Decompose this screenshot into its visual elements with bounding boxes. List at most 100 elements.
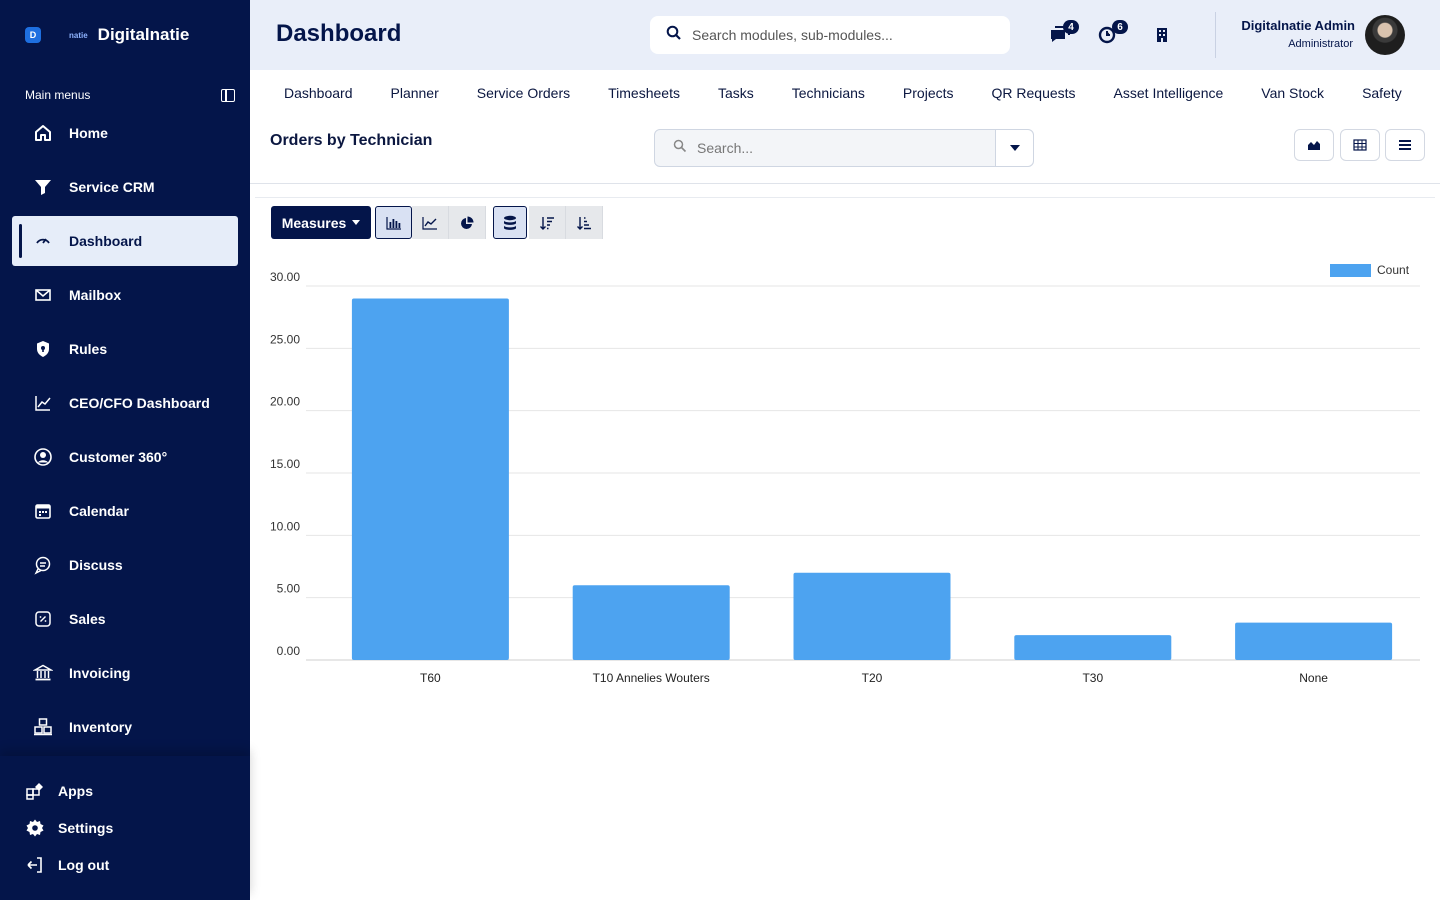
company-button[interactable]	[1155, 22, 1171, 46]
brand[interactable]: D natie Digitalnatie	[25, 22, 189, 48]
discuss-icon	[32, 554, 54, 576]
top-header: Dashboard 4 6 Digitalnatie Admin Adminis…	[250, 0, 1440, 70]
envelope-icon	[32, 284, 54, 306]
sidebar-item-calendar[interactable]: Calendar	[12, 486, 238, 536]
brand-small-text: natie	[69, 30, 88, 40]
tab-tasks[interactable]: Tasks	[717, 85, 754, 101]
graph-view-button[interactable]	[1294, 129, 1334, 161]
bar-chart-icon	[385, 216, 401, 230]
sidebar-item-invoicing[interactable]: Invoicing	[12, 648, 238, 698]
line-chart-icon	[32, 392, 54, 414]
activities-button[interactable]: 6	[1096, 20, 1128, 46]
x-tick-label: T60	[420, 671, 441, 685]
tab-van-stock[interactable]: Van Stock	[1261, 85, 1325, 101]
chart-type-group	[375, 206, 486, 239]
sidebar-item-label: Rules	[69, 341, 108, 357]
pie-chart-icon	[461, 216, 474, 229]
global-search-input[interactable]	[692, 27, 992, 43]
settings-label: Settings	[58, 820, 114, 836]
sidebar-item-label: Inventory	[69, 719, 133, 735]
y-tick-label: 25.00	[270, 332, 300, 346]
sort-descending-icon	[540, 216, 554, 230]
logout-icon	[24, 854, 46, 876]
sidebar-item-home[interactable]: Home	[12, 108, 238, 158]
tab-timesheets[interactable]: Timesheets	[608, 85, 680, 101]
list-icon	[1399, 140, 1411, 150]
tab-planner[interactable]: Planner	[390, 85, 439, 101]
tab-projects[interactable]: Projects	[902, 85, 954, 101]
area-chart-icon	[1308, 141, 1320, 150]
main-menus-header: Main menus	[25, 86, 235, 104]
sidebar-item-label: CEO/CFO Dashboard	[69, 395, 210, 411]
module-tabs: Dashboard Planner Service Orders Timeshe…	[250, 70, 1440, 116]
sidebar-item-discuss[interactable]: Discuss	[12, 540, 238, 590]
tab-technicians[interactable]: Technicians	[791, 85, 865, 101]
x-tick-label: T30	[1082, 671, 1103, 685]
bar-chart: 0.00 5.00 10.00 15.00 20.00 25.00 30.00 T60 T10 …	[270, 263, 1420, 685]
sort-descending-button[interactable]	[529, 206, 566, 239]
user-name: Digitalnatie Admin	[1241, 18, 1355, 33]
list-view-button[interactable]	[1385, 129, 1425, 161]
measures-dropdown-button[interactable]: Measures	[271, 206, 371, 239]
database-icon	[504, 215, 516, 230]
sidebar-item-ceo-cfo-dashboard[interactable]: CEO/CFO Dashboard	[12, 378, 238, 428]
apps-label: Apps	[58, 783, 93, 799]
sidebar-item-label: Dashboard	[69, 233, 143, 249]
sidebar-item-label: Discuss	[69, 557, 123, 573]
sidebar-item-label: Customer 360°	[69, 449, 168, 465]
header-divider	[1215, 12, 1216, 58]
tab-dashboard[interactable]: Dashboard	[284, 85, 353, 101]
sidebar-item-mailbox[interactable]: Mailbox	[12, 270, 238, 320]
bar-2	[793, 572, 951, 660]
bar-1	[572, 585, 730, 660]
avatar[interactable]	[1365, 15, 1405, 55]
sidebar-item-service-crm[interactable]: Service CRM	[12, 162, 238, 212]
sort-ascending-icon	[577, 216, 591, 230]
y-tick-label: 15.00	[270, 457, 300, 471]
sidebar-settings-link[interactable]: Settings	[24, 817, 113, 839]
global-search[interactable]	[650, 16, 1010, 54]
tab-asset-intelligence[interactable]: Asset Intelligence	[1113, 85, 1224, 101]
x-tick-label: T20	[862, 671, 883, 685]
sidebar-item-inventory[interactable]: Inventory	[12, 702, 238, 752]
y-tick-label: 10.00	[270, 519, 300, 533]
calendar-icon	[32, 500, 54, 522]
stacked-toggle-button[interactable]	[493, 206, 527, 239]
bar-3	[1014, 635, 1172, 660]
user-role: Administrator	[1288, 38, 1353, 50]
bar-0	[351, 298, 509, 660]
bar-chart-button[interactable]	[375, 206, 412, 239]
line-chart-icon	[422, 216, 437, 230]
divider	[255, 197, 1435, 198]
sidebar-item-sales[interactable]: Sales	[12, 594, 238, 644]
tab-safety[interactable]: Safety	[1362, 85, 1402, 101]
search-options-toggle[interactable]	[995, 130, 1033, 166]
view-search[interactable]	[654, 129, 1034, 167]
messages-button[interactable]: 4	[1047, 20, 1079, 46]
sidebar-item-rules[interactable]: Rules	[12, 324, 238, 374]
pie-chart-button[interactable]	[449, 206, 486, 239]
y-tick-label: 20.00	[270, 395, 300, 409]
building-icon	[1155, 28, 1169, 50]
sidebar-item-customer-360[interactable]: Customer 360°	[12, 432, 238, 482]
filter-icon	[32, 176, 54, 198]
y-tick-label: 5.00	[277, 582, 301, 596]
view-search-input[interactable]	[697, 140, 977, 156]
x-tick-label: None	[1299, 671, 1328, 685]
pivot-view-button[interactable]	[1340, 129, 1380, 161]
sidebar-item-label: Invoicing	[69, 665, 131, 681]
line-chart-button[interactable]	[412, 206, 449, 239]
sidebar-toggle-icon[interactable]	[221, 88, 235, 102]
tab-qr-requests[interactable]: QR Requests	[991, 85, 1076, 101]
sidebar-logout-link[interactable]: Log out	[24, 854, 109, 876]
messages-badge: 4	[1063, 20, 1079, 34]
sort-ascending-button[interactable]	[566, 206, 603, 239]
home-icon	[32, 122, 54, 144]
percent-icon	[32, 608, 54, 630]
tab-service-orders[interactable]: Service Orders	[476, 85, 571, 101]
shield-icon	[32, 338, 54, 360]
caret-down-icon	[1009, 145, 1020, 151]
legend-label: Count	[1377, 263, 1410, 277]
sidebar-apps-link[interactable]: Apps	[24, 780, 93, 802]
sidebar-item-dashboard[interactable]: Dashboard	[12, 216, 238, 266]
